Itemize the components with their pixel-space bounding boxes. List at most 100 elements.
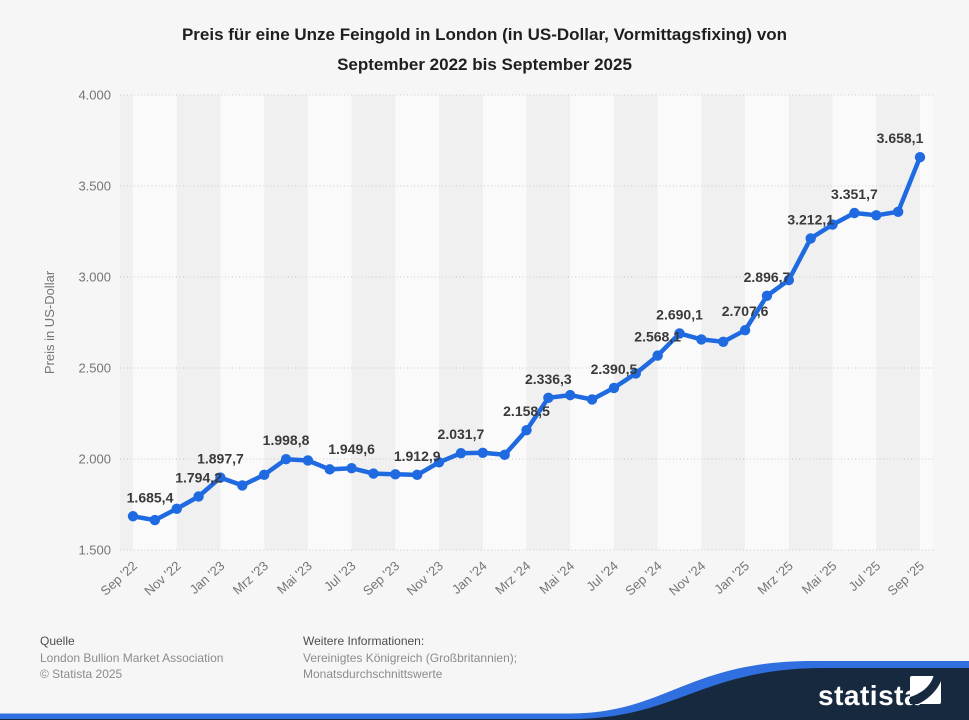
data-point-label: 1.794,2 [175, 469, 222, 485]
data-point[interactable] [892, 206, 904, 218]
data-point-label: 1.998,8 [263, 432, 310, 448]
info-text: Vereinigtes Königreich (Großbritannien);… [303, 650, 518, 682]
copyright-note: © Statista 2025 [40, 667, 123, 681]
data-point[interactable] [543, 392, 554, 403]
price-line-chart: 1.500 2.000 2.500 3.000 3.500 4.000 Preis in U… [42, 88, 933, 598]
plot-band [613, 95, 658, 550]
data-point[interactable] [433, 457, 445, 468]
data-point[interactable] [718, 336, 729, 347]
data-point-label: 3.351,7 [831, 186, 878, 202]
plot-band [788, 95, 833, 550]
data-point[interactable] [258, 469, 270, 481]
statista-brand-banner: statista [0, 661, 969, 720]
plot-band [701, 95, 746, 550]
data-point[interactable] [827, 219, 838, 230]
data-point[interactable] [411, 469, 423, 481]
data-point[interactable] [696, 334, 707, 345]
chart-title: Preis für eine Unze Feingold in London (… [0, 20, 969, 80]
data-point[interactable] [521, 424, 532, 436]
y-axis-title: Preis in US-Dollar [42, 270, 57, 374]
data-point[interactable] [149, 514, 161, 526]
x-tick-label: Jan '25 [711, 558, 752, 597]
x-tick-label: Jan '24 [449, 558, 490, 597]
data-point[interactable] [237, 480, 248, 491]
brand-swoosh-body [0, 668, 969, 720]
data-point[interactable] [390, 469, 401, 480]
data-point[interactable] [630, 368, 642, 379]
chart-title-line-2: September 2022 bis September 2025 [337, 55, 632, 74]
y-tick-label: 1.500 [78, 543, 111, 558]
data-point[interactable] [652, 350, 663, 361]
data-point[interactable] [849, 207, 860, 219]
plot-band [120, 95, 133, 550]
data-point-label: 2.568,1 [634, 329, 681, 345]
data-point[interactable] [324, 464, 335, 475]
data-point-label: 1.912,9 [394, 448, 441, 464]
data-point[interactable] [565, 389, 576, 401]
plot-band [176, 95, 221, 550]
x-tick-label: Mrz '23 [230, 558, 271, 597]
chart-title-line-1: Preis für eine Unze Feingold in London (… [181, 25, 788, 44]
data-point[interactable] [805, 233, 816, 244]
data-point[interactable] [193, 491, 204, 502]
x-tick-label: Mrz '24 [492, 558, 533, 597]
data-point[interactable] [455, 448, 467, 459]
data-point-label: 2.336,3 [525, 371, 572, 387]
data-point[interactable] [215, 472, 226, 483]
x-tick-label: Mrz '25 [754, 558, 795, 597]
data-point[interactable] [871, 210, 882, 221]
x-tick-label: Nov '22 [141, 558, 183, 598]
data-point[interactable] [914, 152, 926, 163]
x-tick-label: Mai '24 [536, 558, 577, 597]
x-tick-label: Nov '24 [666, 558, 708, 598]
x-tick-label: Sep '23 [360, 558, 403, 598]
data-point[interactable] [608, 382, 620, 394]
source-name: London Bullion Market Association [40, 650, 224, 665]
data-point[interactable] [586, 394, 598, 405]
y-tick-label: 3.500 [78, 179, 111, 194]
plot-band [439, 95, 483, 550]
statista-logo-icon [910, 676, 941, 704]
x-tick-label: Jan '23 [187, 558, 228, 597]
y-tick-label: 2.500 [78, 361, 111, 376]
x-tick-label: Mai '25 [799, 558, 840, 597]
y-tick-label: 3.000 [78, 270, 111, 285]
data-point-label: 1.949,6 [328, 441, 375, 457]
info-block: Weitere Informationen: Vereinigtes König… [303, 633, 633, 683]
data-point-label: 2.690,1 [656, 306, 703, 322]
source-block: Quelle London Bullion Market Association… [40, 633, 223, 683]
statista-logo-text: statista [818, 680, 920, 711]
data-point[interactable] [499, 449, 510, 461]
data-point[interactable] [739, 325, 751, 336]
data-point[interactable] [368, 468, 379, 479]
plot-band [526, 95, 571, 550]
data-point-label: 3.212,1 [787, 211, 834, 227]
x-tick-label: Sep '22 [98, 558, 141, 598]
x-tick-label: Jul '24 [583, 558, 621, 594]
data-point[interactable] [346, 462, 357, 474]
data-point-label: 2.031,7 [438, 426, 485, 442]
data-point-label: 2.390,5 [591, 361, 638, 377]
x-tick-label: Mai '23 [274, 558, 315, 597]
data-point[interactable] [127, 511, 139, 522]
plot-band [264, 95, 308, 550]
plot-band [351, 95, 396, 550]
data-point-label: 1.897,7 [197, 451, 244, 467]
x-tick-label: Sep '24 [622, 558, 665, 598]
data-point-label: 2.707,6 [722, 303, 769, 319]
y-tick-label: 2.000 [78, 452, 111, 467]
data-point-label: 3.658,1 [877, 130, 924, 146]
data-point[interactable] [783, 274, 795, 286]
plot-band [876, 95, 920, 550]
data-point[interactable] [171, 503, 182, 515]
data-point-label: 2.896,7 [744, 269, 791, 285]
data-point[interactable] [477, 447, 488, 459]
y-tick-label: 4.000 [78, 88, 111, 103]
data-point[interactable] [302, 455, 314, 466]
x-tick-label: Sep '25 [885, 558, 928, 598]
info-heading: Weitere Informationen: [303, 634, 425, 648]
source-heading: Quelle [40, 634, 75, 648]
data-point[interactable] [280, 454, 292, 465]
data-point[interactable] [674, 328, 685, 339]
data-point[interactable] [761, 290, 773, 302]
